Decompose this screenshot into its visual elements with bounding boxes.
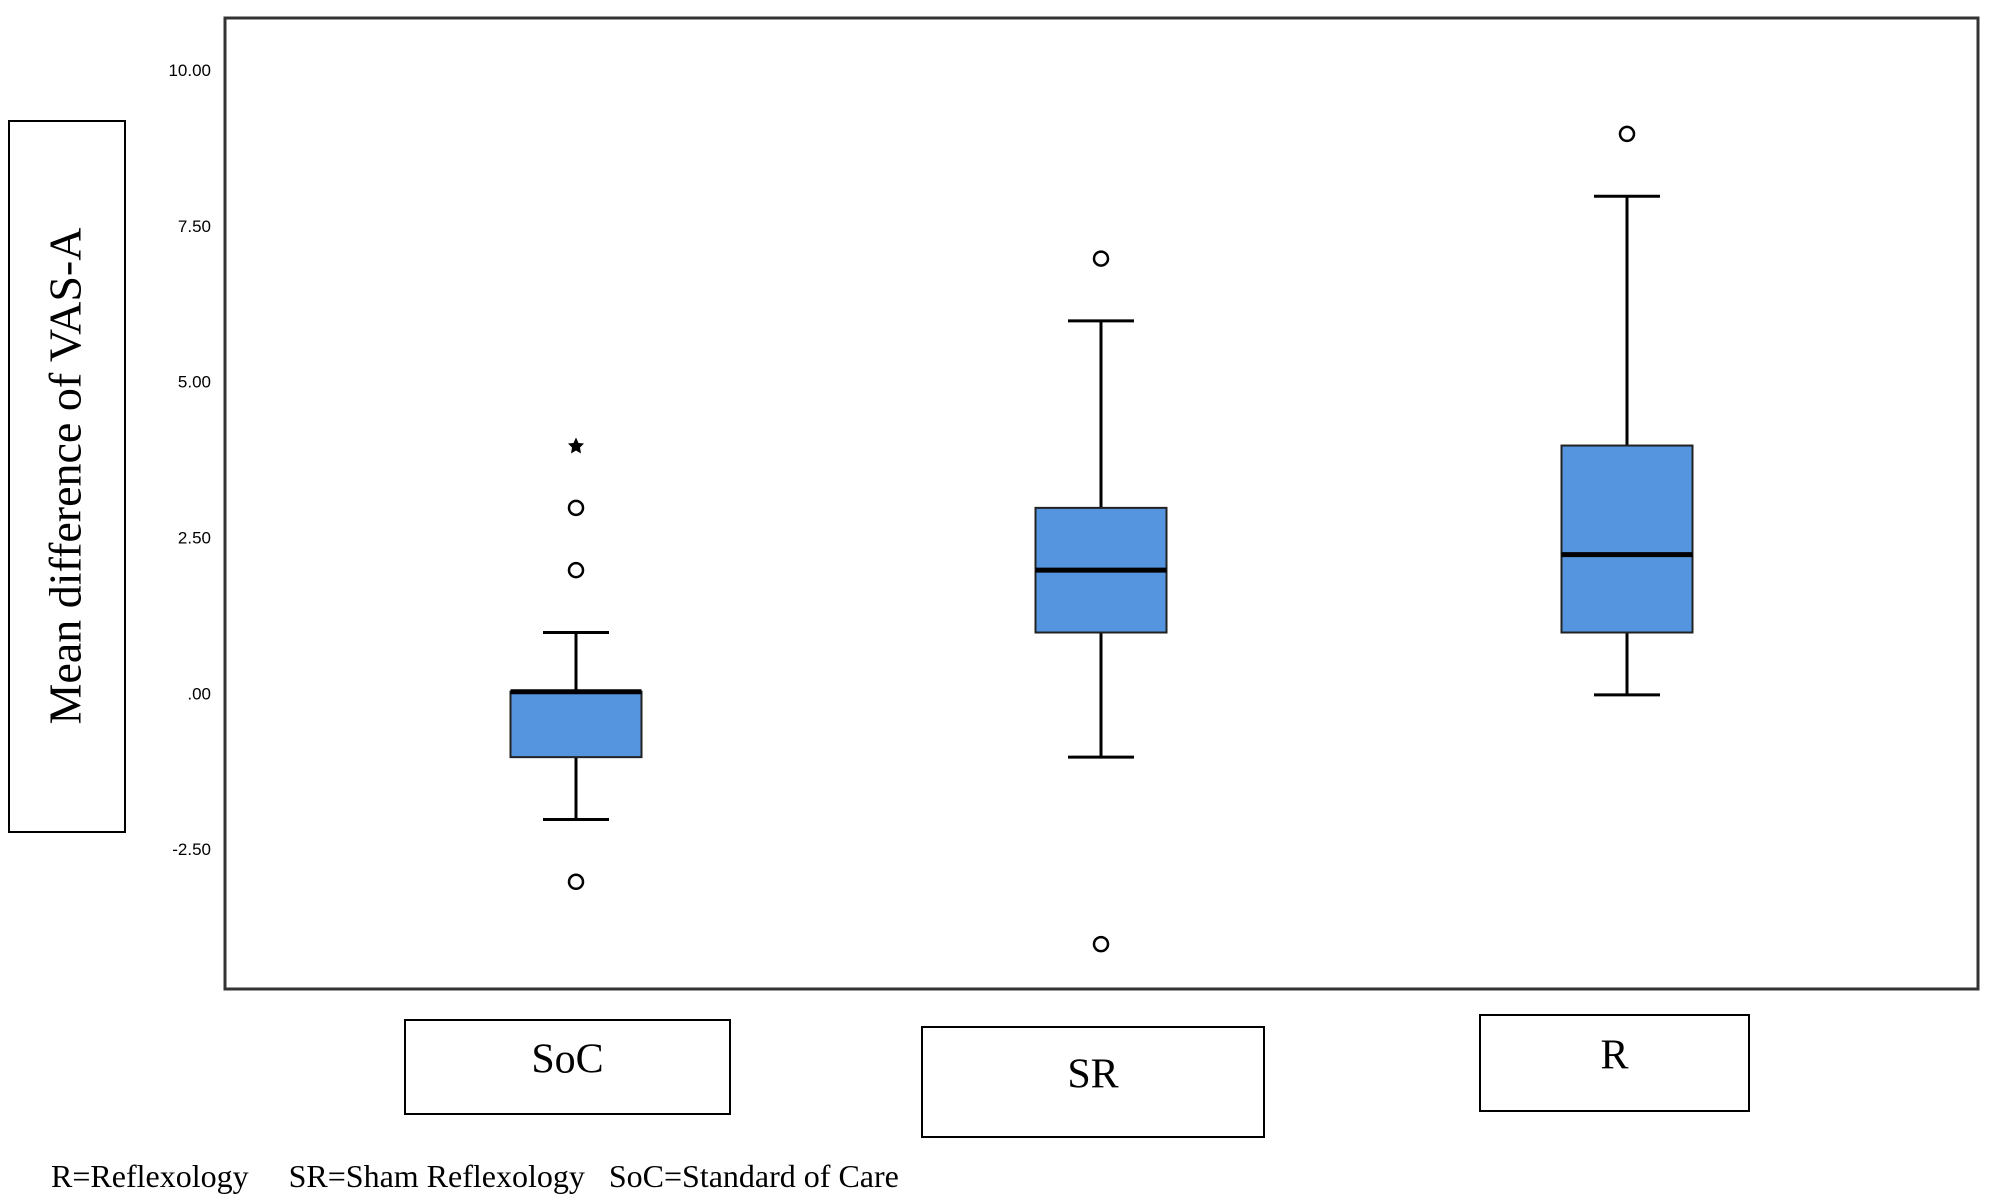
x-tick-label: R — [1600, 1033, 1628, 1079]
outlier — [1092, 250, 1110, 267]
y-tick-label: 10.00 — [168, 61, 211, 80]
box — [1560, 444, 1694, 634]
y-tick-label: -2.50 — [172, 840, 211, 859]
y-tick-label: 5.00 — [178, 373, 211, 392]
outlier — [567, 561, 585, 579]
footnote: R=Reflexology SR=Sham Reflexology SoC=St… — [51, 1158, 899, 1194]
category-box — [1479, 1014, 1750, 1112]
outlier — [567, 499, 585, 517]
y-tick-label: .00 — [187, 684, 211, 703]
category-box — [404, 1019, 731, 1115]
category-box — [921, 1026, 1265, 1138]
y-axis-label: Mean difference of VAS-A — [40, 228, 91, 725]
outlier — [567, 873, 585, 891]
outlier — [1618, 125, 1636, 143]
y-tick-label: 7.50 — [178, 217, 211, 236]
y-label-box — [8, 120, 126, 833]
y-tick-label: 2.50 — [178, 529, 211, 548]
box — [509, 690, 643, 759]
plot-frame — [223, 16, 1980, 991]
x-tick-label: SR — [1067, 1052, 1118, 1098]
x-tick-label: SoC — [531, 1037, 603, 1083]
extreme-outlier — [568, 437, 584, 454]
outlier — [1092, 935, 1110, 953]
